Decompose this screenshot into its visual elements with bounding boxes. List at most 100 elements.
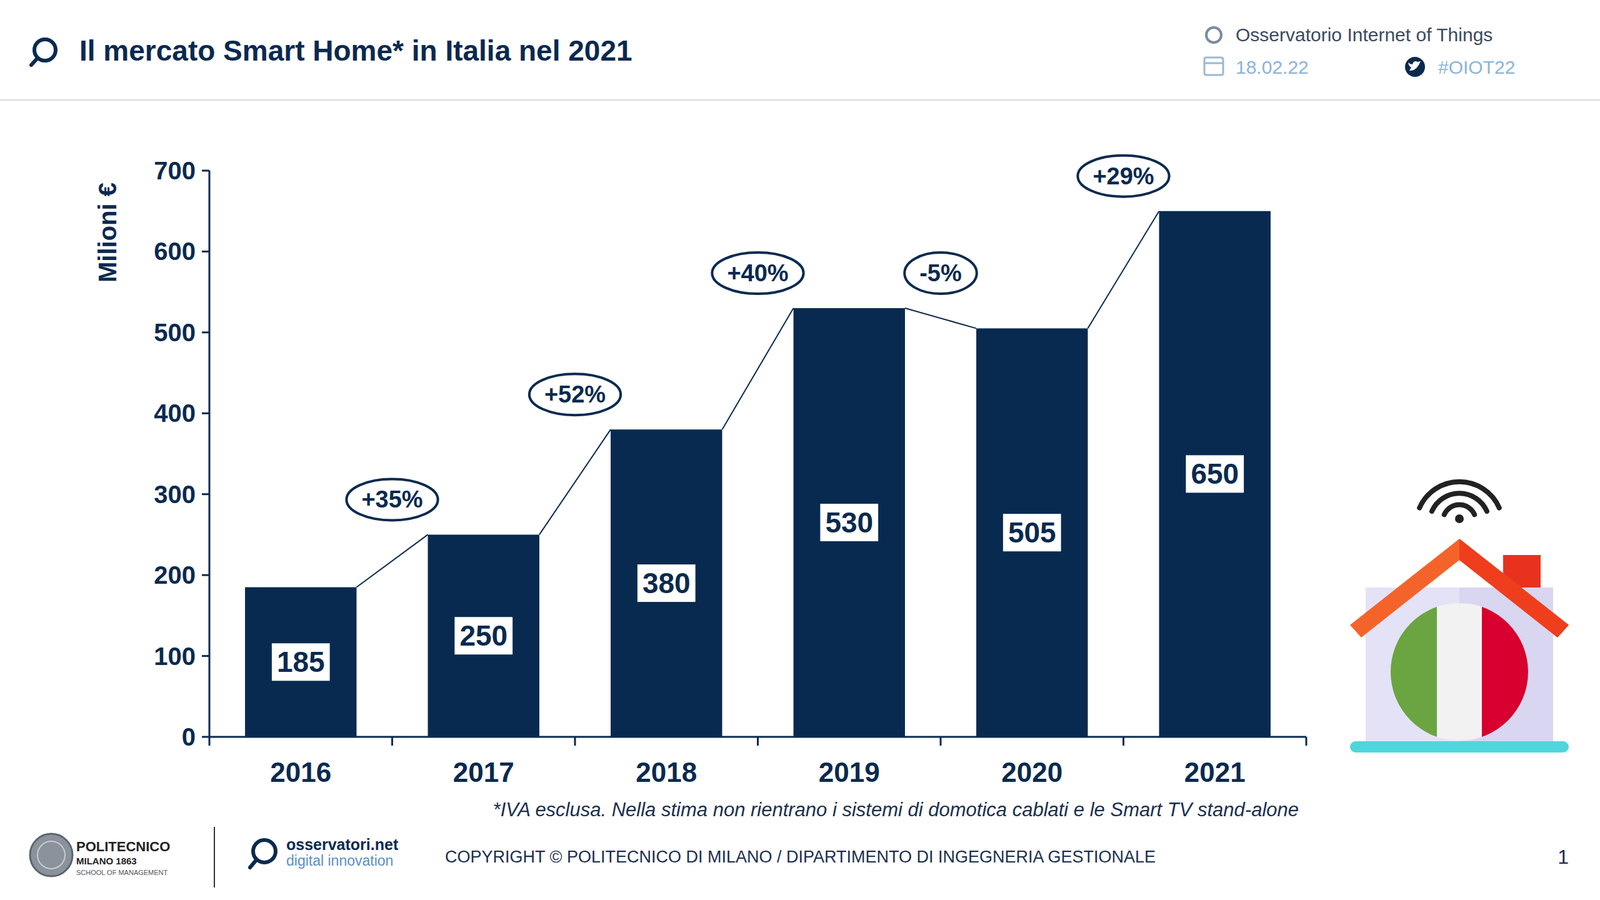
growth-ellipse (1077, 155, 1169, 197)
growth-connector (356, 534, 428, 587)
osservatori-tagline: digital innovation (286, 852, 394, 869)
bar (245, 587, 357, 737)
data-label-box (820, 503, 879, 542)
polimi-city: MILANO 1863 (76, 855, 137, 867)
growth-annotation: +52% (529, 373, 621, 415)
polimi-name: POLITECNICO (76, 838, 170, 855)
y-tick-label: 100 (153, 642, 196, 670)
growth-annotation: +29% (1077, 155, 1169, 197)
page-number: 1 (1557, 845, 1569, 869)
data-label: 380 (642, 566, 691, 600)
osservatori-icon (250, 860, 257, 868)
y-tick-label: 500 (153, 318, 196, 347)
y-tick-label: 700 (153, 156, 196, 185)
data-label-group: 185 (271, 643, 330, 681)
growth-ellipse (904, 252, 977, 294)
wifi-dot (1455, 514, 1464, 524)
polimi-school: SCHOOL OF MANAGEMENT (76, 868, 169, 877)
y-tick (201, 736, 210, 739)
growth-ellipse (346, 478, 438, 520)
footer: POLITECNICOMILANO 1863SCHOOL OF MANAGEME… (30, 826, 1569, 888)
wifi-arc (1431, 493, 1487, 512)
x-tick-label: 2019 (818, 756, 880, 788)
bar (976, 328, 1088, 737)
house-icon (1350, 481, 1569, 753)
source: Osservatorio Internet of Things (1235, 24, 1493, 45)
twitter-icon (1408, 61, 1421, 71)
data-label-group: 530 (820, 503, 879, 542)
growth-connector (721, 308, 794, 430)
x-tick (391, 736, 394, 746)
x-tick (208, 736, 211, 746)
hashtag: #OIOT22 (1438, 56, 1515, 78)
x-tick (1122, 736, 1125, 746)
header: Il mercato Smart Home* in Italia nel 202… (31, 24, 1515, 78)
wifi-arc (1419, 481, 1500, 509)
growth-annotation: -5% (904, 252, 977, 294)
y-tick (201, 412, 210, 415)
data-label: 530 (825, 506, 874, 539)
growth-label: +35% (361, 486, 423, 513)
growth-ellipse (529, 373, 621, 415)
x-tick-label: 2017 (453, 756, 515, 788)
bar (793, 308, 905, 737)
polimi-seal (30, 833, 73, 877)
osservatori-name: osservatori.net (286, 835, 399, 854)
growth-label: +29% (1092, 163, 1154, 190)
y-tick (201, 331, 210, 334)
growth-connector (1087, 211, 1159, 329)
x-tick-label: 2016 (270, 756, 332, 788)
bar (610, 429, 722, 737)
data-label: 250 (459, 619, 508, 652)
data-label: 505 (1008, 516, 1057, 549)
y-tick-label: 600 (153, 237, 196, 265)
chart: 0100200300400500600700Milioni €201620172… (93, 155, 1307, 788)
canvas: Il mercato Smart Home* in Italia nel 202… (0, 0, 1600, 900)
bar (1159, 211, 1271, 737)
twitter-icon (1405, 56, 1425, 77)
x-tick-label: 2021 (1184, 756, 1246, 788)
y-tick (201, 655, 210, 657)
footer-divider (213, 826, 215, 888)
data-label-group: 650 (1185, 455, 1244, 493)
title: Il mercato Smart Home* in Italia nel 202… (79, 34, 633, 67)
data-label-box (637, 564, 696, 602)
flag-red (1481, 603, 1529, 741)
header-rule (0, 99, 1600, 101)
x-tick-label: 2020 (1001, 756, 1063, 788)
title-icon (31, 58, 38, 65)
growth-label: +40% (726, 260, 789, 287)
growth-annotation: +40% (711, 252, 804, 294)
data-label-box (271, 643, 330, 681)
x-tick (756, 736, 759, 746)
marks (245, 211, 1271, 737)
x-tick (574, 736, 577, 746)
flag-white (1436, 603, 1482, 741)
y-tick (201, 250, 210, 253)
growth-connector (539, 429, 611, 535)
y-tick (201, 170, 210, 172)
x-tick-label: 2018 (635, 756, 697, 788)
house-base (1350, 741, 1569, 753)
y-tick-label: 0 (181, 723, 196, 751)
growth-label: -5% (919, 260, 962, 287)
bar (428, 534, 540, 737)
flag (1390, 603, 1529, 741)
copyright: COPYRIGHT © POLITECNICO DI MILANO / DIPA… (445, 847, 1156, 867)
calendar-icon (1204, 62, 1224, 65)
wifi-arc (1444, 505, 1475, 515)
y-axis (208, 170, 211, 737)
data-label-box (454, 616, 513, 655)
y-tick (201, 493, 210, 495)
polimi-seal (37, 841, 65, 869)
growth-connector (905, 308, 977, 329)
date: 18.02.22 (1235, 56, 1309, 78)
flag-green (1390, 603, 1437, 741)
y-axis-title: Milioni € (93, 182, 122, 283)
y-tick-label: 400 (153, 399, 196, 427)
data-label-box (1003, 513, 1062, 552)
data-label-box (1185, 455, 1244, 493)
data-label: 650 (1190, 457, 1239, 490)
y-tick-label: 300 (153, 480, 196, 509)
y-tick (201, 574, 210, 577)
